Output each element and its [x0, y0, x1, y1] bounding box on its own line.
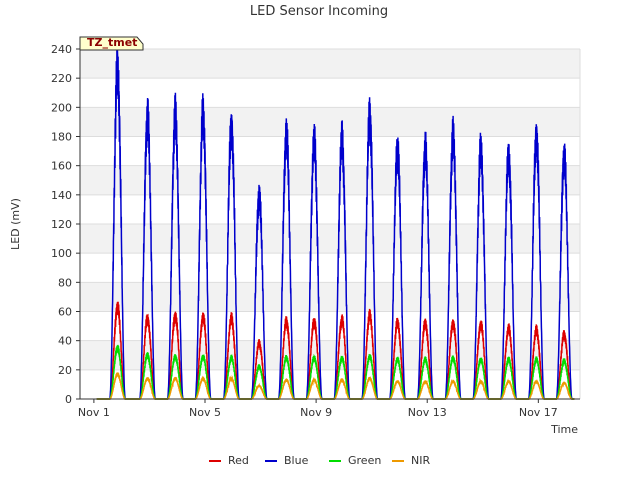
y-tick-label: 240 — [51, 43, 72, 56]
legend-item-blue: Blue — [265, 454, 309, 467]
legend-item-red: Red — [209, 454, 249, 467]
legend-label: NIR — [411, 454, 430, 467]
site-label: TZ_tmet — [87, 36, 137, 49]
grid-band — [80, 107, 580, 137]
y-tick-label: 220 — [51, 72, 72, 85]
y-tick-label: 60 — [58, 306, 72, 319]
legend-label: Blue — [284, 454, 309, 467]
y-tick-label: 20 — [58, 364, 72, 377]
legend-label: Green — [348, 454, 381, 467]
grid-band — [80, 340, 580, 370]
y-axis-label: LED (mV) — [9, 198, 22, 250]
grid-band — [80, 49, 580, 79]
x-axis-label: Time — [550, 423, 578, 436]
y-tick-label: 160 — [51, 160, 72, 173]
legend-label: Red — [228, 454, 249, 467]
x-tick-label: Nov 9 — [300, 406, 332, 419]
grid-band — [80, 165, 580, 195]
legend-item-nir: NIR — [392, 454, 430, 467]
x-tick-label: Nov 17 — [519, 406, 558, 419]
grid-band — [80, 224, 580, 254]
chart-title: LED Sensor Incoming — [250, 4, 388, 19]
x-tick-label: Nov 13 — [408, 406, 447, 419]
x-tick-label: Nov 1 — [78, 406, 110, 419]
y-tick-label: 180 — [51, 131, 72, 144]
y-tick-label: 100 — [51, 247, 72, 260]
grid-band — [80, 282, 580, 312]
y-tick-label: 80 — [58, 276, 72, 289]
x-tick-label: Nov 5 — [189, 406, 221, 419]
y-tick-label: 40 — [58, 335, 72, 348]
site-label-box: TZ_tmet — [79, 36, 144, 51]
y-tick-label: 140 — [51, 189, 72, 202]
y-tick-label: 200 — [51, 101, 72, 114]
y-tick-label: 120 — [51, 218, 72, 231]
y-tick-label: 0 — [65, 393, 72, 406]
legend-item-green: Green — [329, 454, 381, 467]
